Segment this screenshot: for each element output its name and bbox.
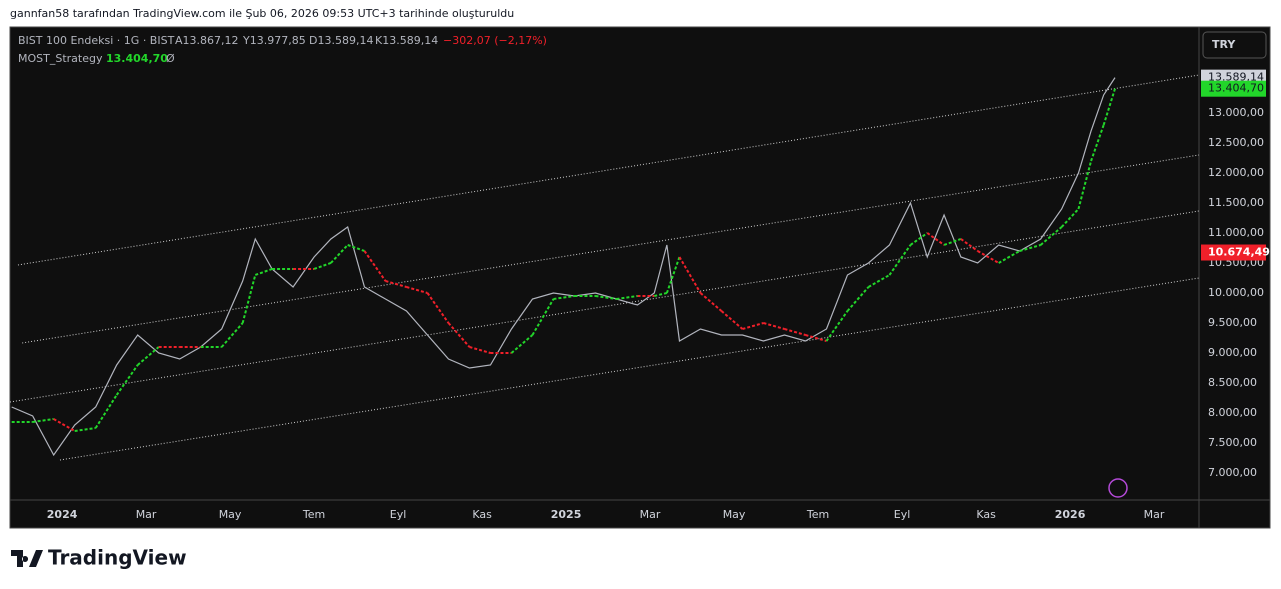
most-segment [1090,124,1105,162]
x-tick-label: Eyl [390,508,407,521]
most-segment [616,295,638,300]
currency-button[interactable] [1202,31,1267,59]
most-segment [595,295,617,300]
x-tick-label: Mar [136,508,157,521]
most-segment [220,322,244,348]
ohlc-value: D13.589,14 [309,34,373,47]
most-segment [678,256,702,294]
most-segment [32,418,54,423]
most-segment [742,322,764,330]
most-segment [805,334,827,342]
caption: gannfan58 tarafından TradingView.com ile… [10,7,514,20]
most-segment [784,328,806,336]
most-segment [977,250,1000,264]
indicator-suffix: Ø [166,52,175,65]
y-tick-label: 9.500,00 [1208,316,1257,329]
x-tick-label: Eyl [894,508,911,521]
x-tick-label: May [723,508,746,521]
most-segment [926,232,945,246]
most-segment [385,280,407,288]
most-segment [998,250,1021,264]
most-segment [363,250,387,282]
most-segment [94,394,118,429]
x-tick-label: Mar [640,508,661,521]
most-segment [53,418,76,432]
x-tick-label: 2024 [47,508,78,521]
symbol: BIST 100 Endeksi · 1G · BIST [18,34,175,47]
price-marker-label: 13.589,14 [1208,71,1264,84]
most-segment [347,244,365,252]
most-segment [1019,244,1041,252]
x-tick-label: Kas [976,508,996,521]
chart-frame [9,26,1271,529]
ohlc-value: −302,07 (−2,17%) [443,34,547,47]
y-tick-label: 7.500,00 [1208,436,1257,449]
currency: TRY [1212,38,1236,51]
y-tick-label: 12.000,00 [1208,166,1264,179]
y-tick-label: 8.500,00 [1208,376,1257,389]
y-tick-label: 7.000,00 [1208,466,1257,479]
most-segment [313,262,332,270]
most-segment [665,256,681,294]
most-segment [330,244,349,264]
y-tick-label: 11.500,00 [1208,196,1264,209]
most-segment [867,274,890,288]
ohlc-value: A13.867,12 [175,34,239,47]
y-tick-label: 11.000,00 [1208,226,1264,239]
most-segment [1102,88,1116,126]
price-marker [1201,80,1266,97]
most-segment [960,238,979,252]
most-segment [447,322,471,348]
most-segment [254,268,273,276]
y-tick-label: 13.000,00 [1208,106,1264,119]
ohlc-value: Y13.977,85 [242,34,306,47]
x-tick-label: 2026 [1055,508,1086,521]
most-segment [909,232,928,246]
most-segment [825,310,849,342]
x-tick-label: Tem [806,508,829,521]
y-tick-label: 8.000,00 [1208,406,1257,419]
most-segment [1060,208,1080,228]
most-segment [469,346,491,354]
channel-line [17,74,1200,266]
most-segment [943,238,962,246]
y-tick-label: 12.500,00 [1208,136,1264,149]
alert-icon[interactable] [1108,478,1128,498]
ohlc-value: K13.589,14 [375,34,438,47]
price-marker [1201,244,1266,261]
price-marker-label: 10.674,49 [1208,246,1270,259]
most-segment [115,364,139,396]
x-tick-label: 2025 [551,508,582,521]
most-segment [241,274,257,324]
x-tick-label: May [219,508,242,521]
price-line [11,77,1116,457]
brand-logo [11,550,43,567]
most-segment [654,292,668,297]
x-tick-label: Mar [1144,508,1165,521]
channel-line [22,154,1200,344]
most-segment [888,244,912,276]
most-segment [426,292,450,324]
most-segment [74,427,96,432]
most-segment [763,322,785,330]
y-tick-label: 9.000,00 [1208,346,1257,359]
most-segment [553,295,575,300]
channel-line [59,277,1200,461]
indicator-value: 13.404,70 [106,52,168,65]
x-tick-label: Kas [472,508,492,521]
most-segment [1077,160,1093,210]
most-segment [406,286,428,294]
most-segment [531,298,555,336]
brand: TradingView [48,546,187,570]
indicator-name: MOST_Strategy [18,52,103,65]
x-tick-label: Tem [302,508,325,521]
y-tick-label: 10.000,00 [1208,286,1264,299]
most-segment [846,286,870,312]
price-marker-label: 13.404,70 [1208,82,1264,95]
